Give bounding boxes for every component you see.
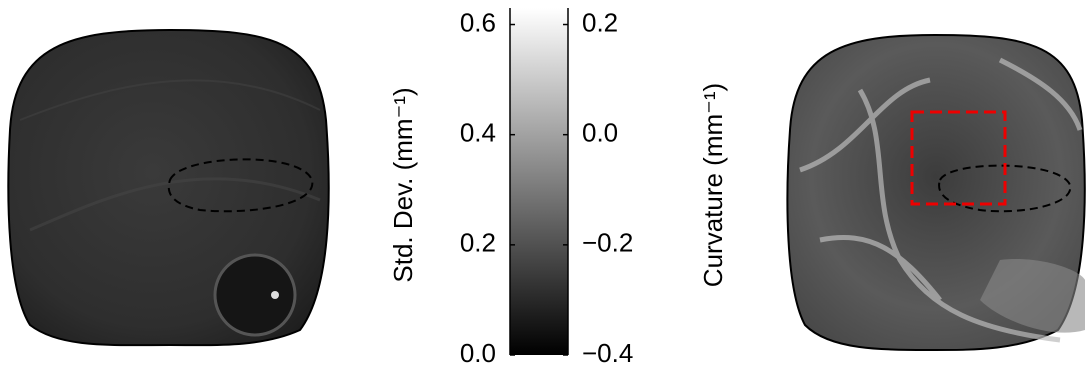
tick-label: 0.4 [460,118,496,148]
colorbar [510,8,568,355]
tick-label: −0.4 [582,338,633,368]
left-image [7,28,330,347]
tick-label: 0.2 [582,7,618,37]
y2-axis-label: Curvature (mm⁻¹) [698,83,728,287]
y-axis-label: Std. Dev. (mm⁻¹) [388,87,418,282]
tick-label: 0.2 [460,228,496,258]
right-image [786,33,1086,351]
tick-label: 0.0 [460,338,496,368]
tick-label: −0.2 [582,228,633,258]
tick-label: 0.6 [460,7,496,37]
tick-label: 0.0 [582,118,618,148]
